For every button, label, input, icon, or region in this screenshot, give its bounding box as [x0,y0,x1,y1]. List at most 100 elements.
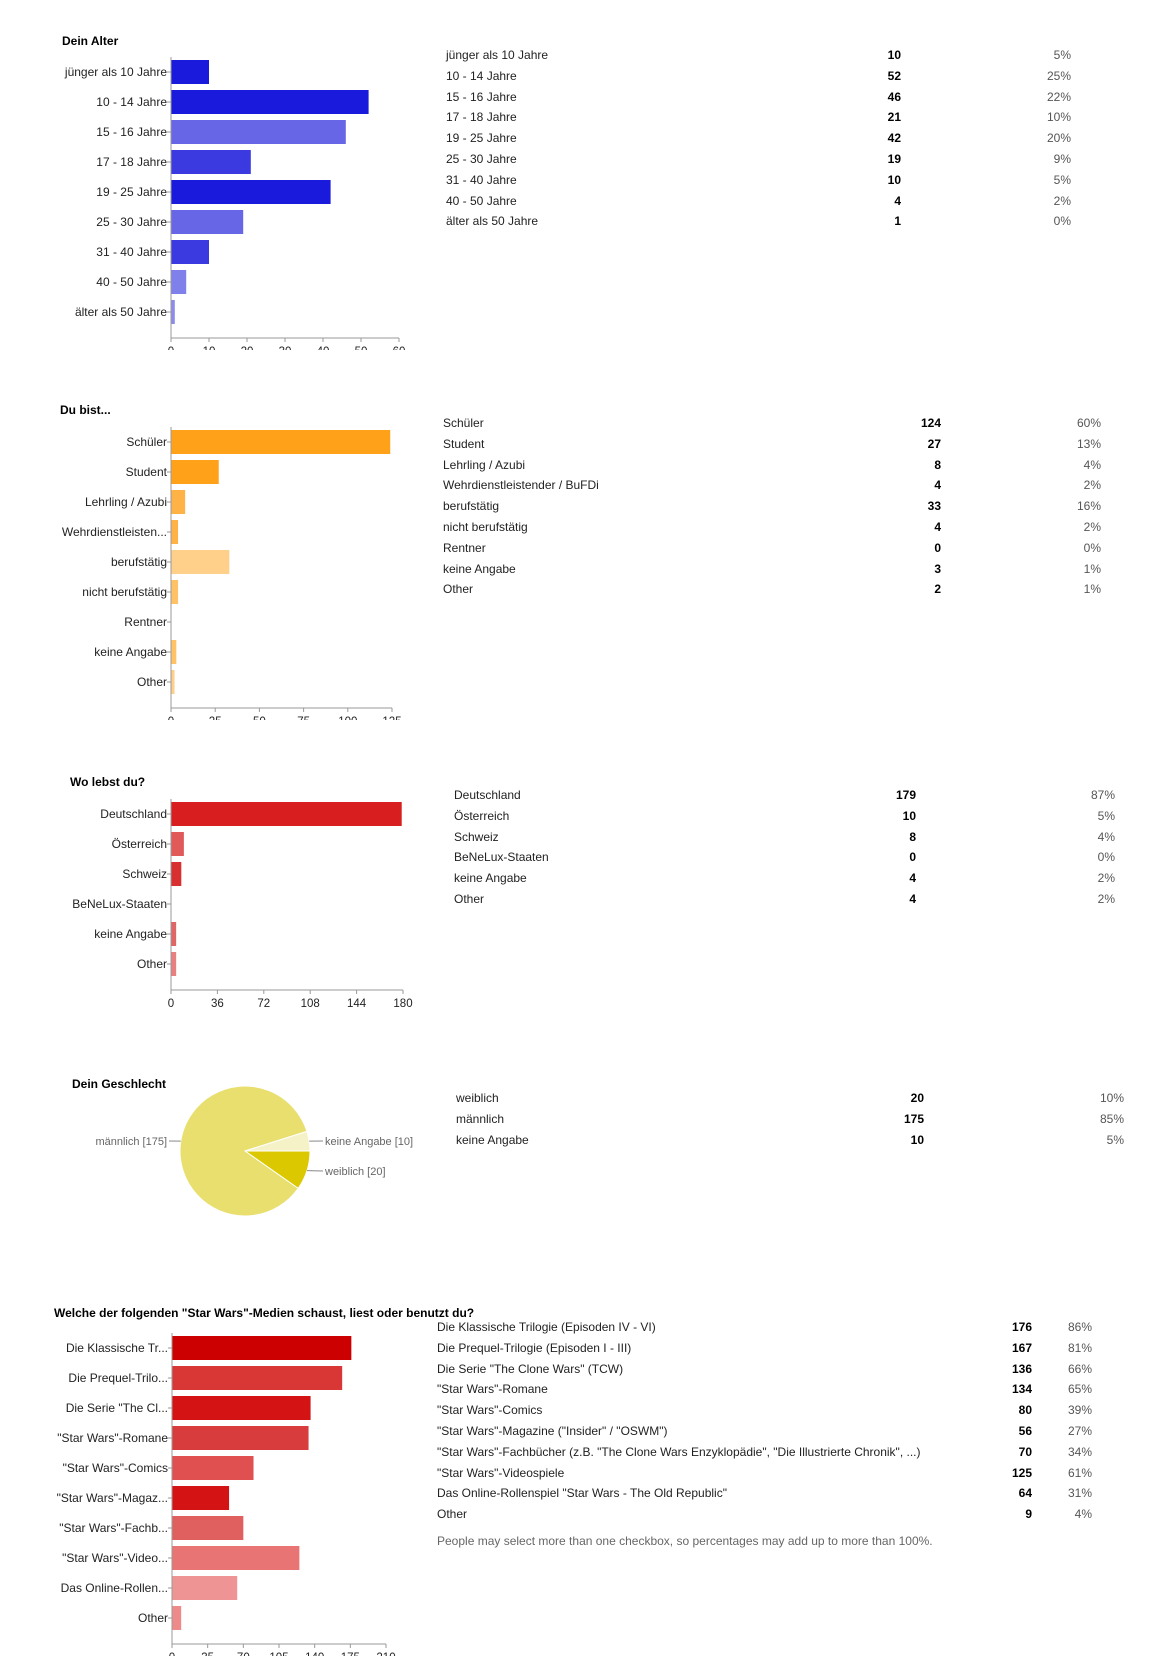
bar [172,1366,343,1390]
stats-percent: 5% [1053,48,1071,62]
stats-count: 20 [910,1091,924,1105]
stats-count: 167 [1011,1340,1032,1355]
stats-count: 134 [1011,1382,1032,1397]
pie-chart-geschlecht: weiblich [20] männlich [175] keine Angabe … [95,1086,413,1217]
stats-row: Deutschland 179 87% [454,788,1134,809]
stats-row: Student 27 13% [443,437,1123,458]
stats-label: älter als 50 Jahre [446,214,539,229]
x-tick-label: 36 [211,998,224,1010]
stats-row: männlich 175 85% [456,1112,1136,1133]
stats-row: "Star Wars"-Romane 134 65% [437,1382,1117,1403]
x-tick-label: 40 [317,346,330,350]
category-label: "Star Wars"-Romane [57,1431,168,1445]
stats-row: jünger als 10 Jahre 10 5% [446,48,1126,69]
stats-count: 175 [903,1111,924,1126]
stats-label: Other [443,582,474,597]
stats-percent: 2% [1083,520,1101,534]
stats-row: Other 4 2% [454,892,1134,913]
bar [171,120,346,144]
section-wo: Wo lebst du? Deutschland Österreich Schwei… [0,742,1150,1010]
bar [171,862,182,886]
stats-percent: 81% [1067,1340,1092,1355]
bar-chart-wo: Deutschland Österreich Schweiz BeNeLux-Staa… [72,799,413,1010]
category-label: Other [138,1611,168,1625]
stats-label: 10 - 14 Jahre [446,68,517,83]
stats-percent: 5% [1097,808,1115,823]
category-label: Schweiz [122,867,167,881]
stats-row: Österreich 10 5% [454,809,1134,830]
stats-count: 8 [909,829,916,844]
stats-label: keine Angabe [443,561,516,576]
bar [171,60,209,84]
section-medien: Welche der folgenden "Star Wars"-Medien … [0,1276,1150,1671]
bar [171,550,230,574]
x-tick-label: 144 [347,998,367,1010]
bar [171,952,177,976]
stats-count: 46 [887,89,901,104]
stats-percent: 27% [1067,1424,1092,1438]
category-label: 25 - 30 Jahre [96,215,167,229]
stats-label: "Star Wars"-Fachbücher (z.B. "The Clone … [437,1444,921,1459]
stats-label: keine Angabe [454,871,527,886]
stats-count: 27 [927,436,941,451]
stats-row: Die Klassische Trilogie (Episoden IV - V… [437,1320,1117,1341]
x-tick-label: 70 [237,1652,250,1656]
stats-row: Other 9 4% [437,1507,1117,1528]
stats-label: männlich [456,1111,505,1126]
stats-label: Schüler [443,416,484,430]
bar [171,210,244,234]
stats-row: Die Serie "The Clone Wars" (TCW) 136 66% [437,1362,1117,1383]
stats-count: 4 [909,871,916,886]
stats-percent: 2% [1097,871,1115,886]
bar [171,180,331,204]
stats-percent: 10% [1046,110,1071,125]
category-label: Deutschland [100,807,167,821]
stats-percent: 4% [1097,829,1115,844]
stats-label: Die Klassische Trilogie (Episoden IV - V… [437,1320,656,1334]
stats-percent: 1% [1083,582,1101,597]
category-label: keine Angabe [94,927,167,941]
stats-label: 15 - 16 Jahre [446,89,517,104]
stats-percent: 85% [1099,1111,1124,1126]
stats-percent: 0% [1097,850,1115,865]
category-label: Lehrling / Azubi [85,495,167,509]
bar [171,300,175,324]
bar-chart-medien: Die Klassische Tr... Die Prequel-Trilo...… [57,1333,396,1656]
bar [172,1426,309,1450]
section-title: Du bist... [60,403,111,417]
stats-label: Other [454,892,485,906]
stats-row: 17 - 18 Jahre 21 10% [446,110,1126,131]
stats-label: 19 - 25 Jahre [446,131,517,146]
stats-label: Deutschland [454,788,521,802]
category-label: "Star Wars"-Fachb... [59,1521,168,1535]
stats-row: 10 - 14 Jahre 52 25% [446,69,1126,90]
stats-percent: 61% [1067,1465,1092,1480]
stats-label: 40 - 50 Jahre [446,193,517,208]
bar [171,670,175,694]
stats-percent: 1% [1083,561,1101,576]
category-label: jünger als 10 Jahre [64,65,167,79]
stats-label: 31 - 40 Jahre [446,172,517,187]
stats-row: 19 - 25 Jahre 42 20% [446,131,1126,152]
category-label: Österreich [112,837,167,851]
x-tick-label: 25 [209,716,222,720]
pie-slice-label: männlich [175] [95,1136,167,1148]
pie-slice-label: weiblich [20] [324,1166,386,1178]
category-label: keine Angabe [94,645,167,659]
stats-percent: 2% [1053,193,1071,208]
stats-row: Wehrdienstleistender / BuFDi 4 2% [443,478,1123,499]
stats-count: 70 [1018,1444,1032,1459]
stats-count: 80 [1018,1403,1032,1418]
stats-row: 25 - 30 Jahre 19 9% [446,152,1126,173]
bar [171,270,187,294]
x-tick-label: 210 [376,1652,395,1656]
stats-percent: 39% [1067,1403,1092,1418]
bar-chart-dubist: Schüler Student Lehrling / Azubi Wehrdienst… [62,427,402,720]
stats-percent: 20% [1046,131,1071,146]
x-tick-label: 30 [279,346,292,350]
stats-percent: 10% [1099,1091,1124,1105]
stats-label: jünger als 10 Jahre [446,48,549,62]
stats-row: 31 - 40 Jahre 10 5% [446,173,1126,194]
stats-percent: 4% [1083,457,1101,472]
stats-label: BeNeLux-Staaten [454,850,549,865]
